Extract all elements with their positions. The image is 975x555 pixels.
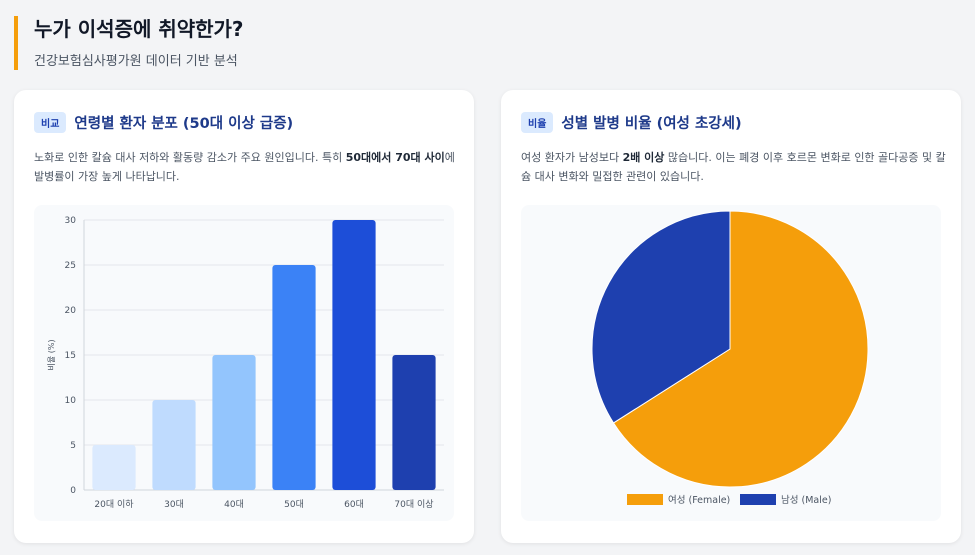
bar-4: [272, 265, 316, 490]
bar-3: [212, 355, 256, 490]
age-distribution-card: 비교 연령별 환자 분포 (50대 이상 급증) 노화로 인한 칼슘 대사 저하…: [14, 90, 474, 543]
y-tick-label: 0: [70, 486, 76, 496]
x-tick-label: 20대 이하: [94, 499, 134, 510]
category-badge: 비율: [521, 112, 554, 133]
description-text: 에 발병률이 가장 높게 나타납니다.: [34, 151, 455, 183]
bar-6: [392, 355, 436, 490]
y-tick-label: 30: [65, 216, 77, 226]
description-text: 많습니다. 이는 폐경 이후 호르몬 변화로 인한 골다공증 및 칼슘 대사 변…: [521, 151, 946, 183]
y-tick-label: 15: [65, 351, 76, 361]
legend-label: 여성 (Female): [668, 494, 730, 506]
pie-slice-1: [612, 210, 869, 488]
legend-label: 남성 (Male): [781, 495, 831, 506]
bar-chart: 0 5 10 15 20 25 30 비율 (%) 20대 이하 30대 40대 50대 60대 70대 …: [47, 216, 444, 510]
bar-2: [152, 400, 196, 490]
bar-5: [332, 220, 376, 490]
y-tick-label: 5: [70, 441, 76, 451]
legend-swatch: [627, 494, 663, 505]
pie-chart-container: 여성 (Female) 남성 (Male): [521, 205, 941, 521]
card-title: 연령별 환자 분포 (50대 이상 급증): [74, 116, 294, 132]
description-highlight: 2배 이상: [622, 151, 665, 164]
card-description: 노화로 인한 칼슘 대사 저하와 활동량 감소가 주요 원인입니다. 특히 50…: [34, 148, 459, 186]
card-header: 비율 성별 발병 비율 (여성 초강세): [521, 112, 742, 133]
card-header: 비교 연령별 환자 분포 (50대 이상 급증): [34, 112, 293, 133]
gender-ratio-card: 비율 성별 발병 비율 (여성 초강세) 여성 환자가 남성보다 2배 이상 많…: [501, 90, 961, 543]
y-tick-label: 10: [65, 396, 77, 406]
card-title: 성별 발병 비율 (여성 초강세): [561, 116, 742, 132]
bar-chart-container: 0 5 10 15 20 25 30 비율 (%) 20대 이하 30대 40대 50대 60대 70대 …: [34, 205, 454, 521]
x-tick-label: 60대: [344, 499, 364, 510]
pie-chart: 여성 (Female) 남성 (Male): [591, 210, 869, 506]
bar-1: [92, 445, 136, 490]
x-tick-label: 70대 이상: [394, 499, 433, 510]
page-title: 누가 이석증에 취약한가?: [34, 17, 244, 41]
page-subtitle: 건강보험심사평가원 데이터 기반 분석: [34, 54, 238, 69]
y-tick-label: 20: [65, 306, 77, 316]
description-text: 여성 환자가 남성보다: [521, 151, 623, 164]
page-header: 누가 이석증에 취약한가? 건강보험심사평가원 데이터 기반 분석: [14, 16, 244, 70]
x-tick-label: 50대: [284, 499, 304, 510]
y-axis-label: 비율 (%): [47, 339, 56, 370]
card-description: 여성 환자가 남성보다 2배 이상 많습니다. 이는 폐경 이후 호르몬 변화로…: [521, 148, 946, 186]
pie-slice-2: [591, 210, 731, 424]
description-text: 노화로 인한 칼슘 대사 저하와 활동량 감소가 주요 원인입니다. 특히: [34, 151, 346, 164]
y-tick-label: 25: [65, 261, 76, 271]
x-tick-label: 30대: [164, 499, 184, 510]
x-tick-label: 40대: [224, 499, 244, 510]
category-badge: 비교: [34, 112, 67, 133]
legend-swatch: [740, 494, 776, 505]
description-highlight: 50대에서 70대 사이: [345, 151, 445, 164]
